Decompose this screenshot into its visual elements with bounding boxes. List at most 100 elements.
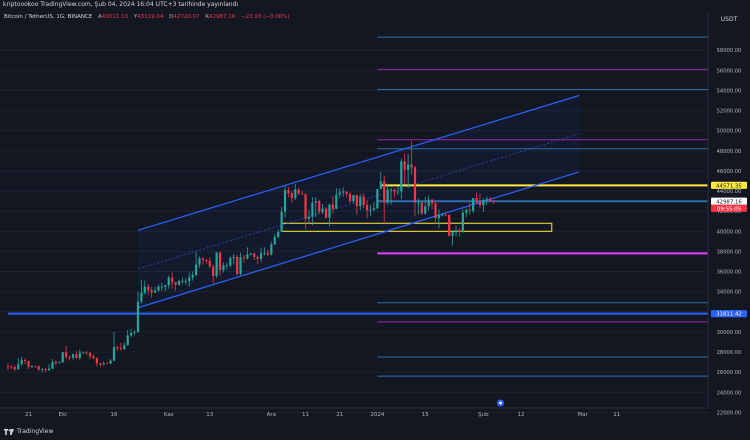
- candle-body: [482, 200, 485, 206]
- candle-body: [92, 356, 95, 359]
- y-tick-label: 36000.00: [717, 270, 742, 276]
- candle-body: [13, 367, 16, 370]
- candle-body: [318, 201, 321, 212]
- candle-body: [147, 286, 150, 291]
- candle-body: [410, 164, 413, 168]
- y-tick-label: 48000.00: [717, 149, 742, 155]
- candle-body: [88, 352, 92, 357]
- economic-event-icon-dot: [499, 401, 502, 405]
- candle-body: [164, 285, 167, 287]
- candle-body: [441, 214, 444, 216]
- candle-body: [184, 281, 187, 282]
- candle-body: [54, 362, 57, 364]
- candle-body: [287, 190, 290, 194]
- candle-body: [259, 253, 263, 259]
- y-tick-label: 54000.00: [717, 88, 742, 94]
- candle-body: [454, 230, 458, 233]
- candle-body: [294, 189, 297, 199]
- candle-body: [195, 264, 198, 276]
- candle-body: [153, 290, 157, 293]
- candle-body: [71, 354, 75, 358]
- candle-body: [136, 301, 140, 333]
- price-tag-label: 31811.42: [716, 312, 742, 318]
- candle-body: [321, 208, 324, 212]
- candle-body: [386, 189, 389, 203]
- candle-body: [372, 208, 376, 210]
- candle-body: [222, 265, 225, 271]
- candle-body: [301, 193, 304, 195]
- candle-body: [201, 258, 205, 260]
- candle-body: [242, 257, 246, 259]
- candle-body: [236, 256, 239, 275]
- candle-body: [324, 208, 328, 218]
- candle-body: [472, 198, 475, 211]
- candle-body: [369, 209, 372, 211]
- channel-lower-line: [137, 171, 580, 309]
- footer-brand-text: TradingView: [17, 428, 54, 435]
- candle-body: [246, 254, 249, 259]
- y-tick-label: 52000.00: [717, 109, 742, 115]
- candle-body: [85, 352, 88, 354]
- candle-body: [133, 332, 136, 333]
- candle-body: [448, 215, 451, 236]
- candle-body: [239, 257, 242, 275]
- candle-body: [253, 253, 256, 257]
- x-tick-label: 13: [206, 412, 213, 418]
- candle-body: [232, 256, 235, 258]
- candle-body: [359, 196, 362, 207]
- y-tick-label: 26000.00: [717, 370, 742, 376]
- candle-body: [143, 286, 146, 293]
- ohlc-low: D42720.07: [169, 14, 200, 20]
- candle-body: [400, 161, 403, 192]
- candle-body: [345, 191, 348, 195]
- candle-body: [352, 195, 355, 202]
- ohlc-change: −23.93 (−0.06%): [241, 14, 290, 20]
- price-tag: [711, 310, 747, 318]
- candle-body: [396, 191, 399, 193]
- candle-body: [444, 214, 447, 216]
- x-tick-label: 11: [613, 412, 620, 418]
- ohlc-high: Y43119.04: [133, 14, 164, 20]
- candle-body: [171, 277, 174, 283]
- candle-body: [174, 282, 177, 285]
- candle-body: [355, 195, 358, 207]
- candle-body: [82, 352, 85, 354]
- channel-mid-line: [137, 133, 580, 270]
- candle-body: [379, 181, 382, 190]
- x-tick-label: 11: [302, 412, 309, 418]
- candle-body: [335, 194, 338, 209]
- y-tick-label: 28000.00: [717, 350, 742, 356]
- candle-body: [485, 199, 488, 201]
- y-tick-label: 22000.00: [717, 410, 742, 416]
- price-tag: [711, 197, 747, 205]
- symbol-info: Bitcoin / TetherUS, 1G, BINANCE A43011.1…: [4, 14, 290, 20]
- candle-body: [468, 209, 471, 211]
- x-tick-label: 15: [422, 412, 429, 418]
- candle-body: [424, 206, 427, 214]
- publisher-text: kriptoookoo TradingView.com, Şub 04, 202…: [3, 1, 239, 8]
- footer-brand: TradingView: [4, 428, 53, 435]
- candle-body: [273, 236, 276, 245]
- candle-body: [393, 189, 396, 192]
- x-tick-label: 21: [336, 412, 343, 418]
- y-tick-label: 42000.00: [717, 209, 742, 215]
- y-tick-label: 24000.00: [717, 390, 742, 396]
- y-tick-label: 44000.00: [717, 189, 742, 195]
- candle-body: [6, 366, 10, 367]
- candle-body: [109, 360, 112, 364]
- candle-body: [34, 366, 37, 368]
- candle-body: [348, 194, 352, 202]
- candle-body: [342, 191, 345, 193]
- candle-body: [307, 216, 311, 219]
- candle-body: [65, 352, 68, 358]
- symbol-name[interactable]: Bitcoin / TetherUS, 1G, BINANCE: [4, 14, 93, 20]
- y-tick-label: 40000.00: [717, 229, 742, 235]
- candle-body: [465, 209, 468, 213]
- candle-body: [157, 286, 160, 291]
- y-tick-label: 38000.00: [717, 249, 742, 255]
- candle-body: [427, 199, 430, 207]
- candle-body: [420, 202, 423, 214]
- ohlc-close: K42987.16: [205, 14, 236, 20]
